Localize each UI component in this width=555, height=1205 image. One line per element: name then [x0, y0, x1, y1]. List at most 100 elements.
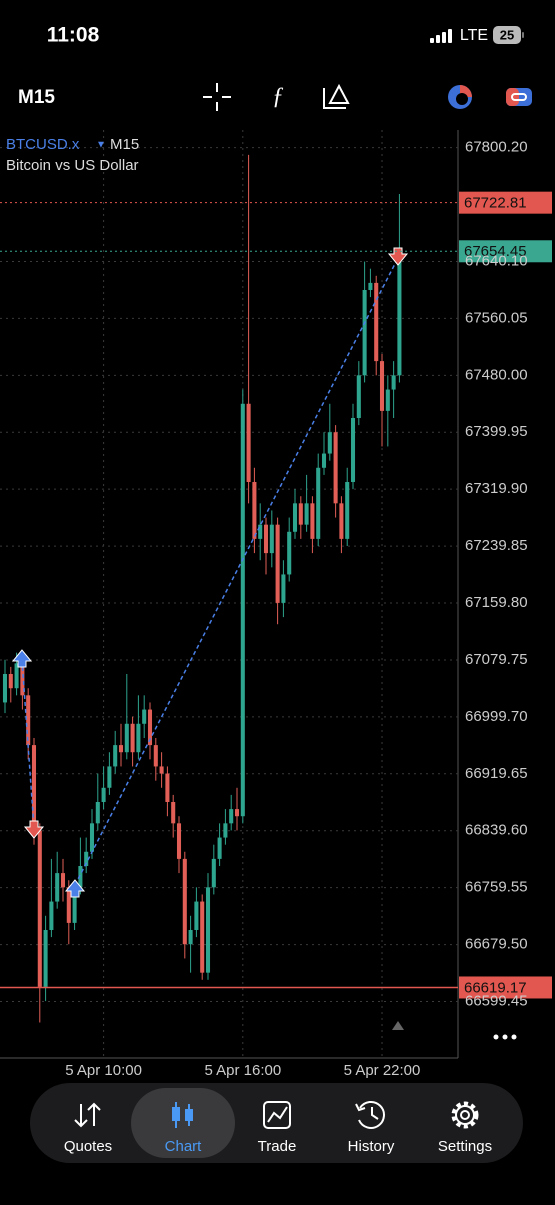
y-tick-label: 67800.20 [465, 139, 528, 156]
trade-icon[interactable] [506, 88, 532, 106]
candle-body [316, 467, 321, 539]
candle-body [84, 851, 89, 866]
candle-body [258, 524, 263, 539]
x-tick-label: 5 Apr 10:00 [65, 1062, 142, 1079]
x-tick-label: 5 Apr 16:00 [204, 1062, 281, 1079]
signal [430, 29, 452, 43]
more-button[interactable] [493, 1034, 517, 1040]
sell-arrow [23, 820, 45, 839]
candle-body [217, 837, 222, 859]
x-tick-label: 5 Apr 22:00 [344, 1062, 421, 1079]
y-tick-label: 67079.75 [465, 651, 528, 668]
candle-body [107, 766, 112, 788]
candle-body [124, 723, 129, 753]
candle-body [304, 503, 309, 525]
network: LTE [460, 27, 488, 44]
candle-body [20, 663, 25, 696]
timeframe-button[interactable]: M15 [18, 87, 55, 108]
candle-body [49, 901, 54, 930]
candle-body [321, 453, 327, 468]
quotes-icon[interactable] [74, 1102, 101, 1128]
candle-body [240, 403, 245, 817]
candles [2, 154, 402, 1023]
candle-body [37, 830, 42, 987]
candle-body [246, 403, 251, 482]
candle-body [263, 524, 269, 554]
candle-body [362, 290, 367, 376]
candle-body [66, 887, 71, 923]
history-icon[interactable] [355, 1101, 385, 1129]
candle-body [327, 432, 332, 454]
candle-body [356, 375, 361, 418]
indicators-icon[interactable]: ƒ [272, 84, 284, 110]
crosshair-icon[interactable] [203, 83, 231, 111]
clock: 11:08 [47, 24, 100, 47]
y-tick-label: 66679.50 [465, 936, 528, 953]
symbol[interactable]: BTCUSD.x [6, 136, 80, 153]
symbol-dropdown[interactable]: ▼ [96, 140, 106, 151]
candle-body [8, 674, 13, 689]
y-tick-label: 67239.85 [465, 537, 528, 554]
candle-body [72, 887, 77, 923]
y-tick-label: 66759.55 [465, 879, 528, 896]
y-tick-label: 67159.80 [465, 594, 528, 611]
candle-body [385, 389, 390, 411]
candle-body [176, 823, 182, 859]
candle-body [101, 787, 106, 802]
symbol-description: Bitcoin vs US Dollar [6, 157, 139, 174]
battery [493, 26, 521, 44]
candle-body [31, 745, 37, 831]
y-tick-label: 66599.45 [465, 992, 528, 1009]
candle-body [60, 873, 66, 888]
candle-body [379, 361, 385, 411]
candle-body [298, 503, 303, 525]
price-level-label: 67722.81 [464, 195, 527, 212]
settings-icon[interactable] [451, 1101, 479, 1129]
candle-body [391, 375, 396, 390]
trade-line [74, 257, 399, 886]
tab-label[interactable]: Chart [165, 1138, 203, 1155]
candle-body [165, 773, 170, 802]
objects-icon[interactable] [323, 83, 350, 109]
candle-body [223, 823, 228, 838]
y-tick-label: 66919.65 [465, 765, 528, 782]
candle-body [136, 723, 141, 753]
candle-body [182, 858, 187, 945]
candle-body [188, 930, 193, 945]
active-tab-highlight [131, 1088, 235, 1158]
price-level-tag [459, 191, 552, 214]
candle-body [118, 745, 124, 753]
candle-body [78, 866, 83, 888]
candle-body [269, 524, 274, 554]
candle-body [397, 251, 402, 376]
trade-line [21, 659, 35, 829]
candle-body [171, 802, 176, 824]
tab-label[interactable]: History [348, 1138, 395, 1155]
y-tick-label: 66839.60 [465, 822, 528, 839]
candle-body [339, 503, 344, 539]
candle-body [130, 723, 135, 753]
chart-icon[interactable] [172, 1102, 193, 1128]
candle-body [14, 663, 19, 689]
candle-body [211, 858, 216, 888]
candle-body [229, 809, 234, 824]
tab-label[interactable]: Quotes [64, 1138, 112, 1155]
battery-level: 25 [500, 27, 514, 42]
price-level-tag [459, 240, 552, 263]
trade-tab-icon[interactable] [263, 1101, 291, 1129]
candle-body [234, 809, 240, 817]
y-tick-label: 66999.70 [465, 708, 528, 725]
tab-label[interactable]: Trade [258, 1138, 297, 1155]
account-icon[interactable] [448, 85, 472, 109]
candle-body [26, 695, 31, 746]
candle-body [200, 901, 205, 973]
candle-body [2, 674, 8, 703]
tab-label[interactable]: Settings [438, 1138, 492, 1155]
tab-labels: Quotes Chart Trade History Settings [64, 1138, 492, 1155]
candle-body [374, 282, 379, 362]
candle-body [287, 531, 292, 575]
candle-body [55, 873, 60, 902]
candle-body [368, 282, 373, 290]
buy-arrow [11, 649, 33, 668]
